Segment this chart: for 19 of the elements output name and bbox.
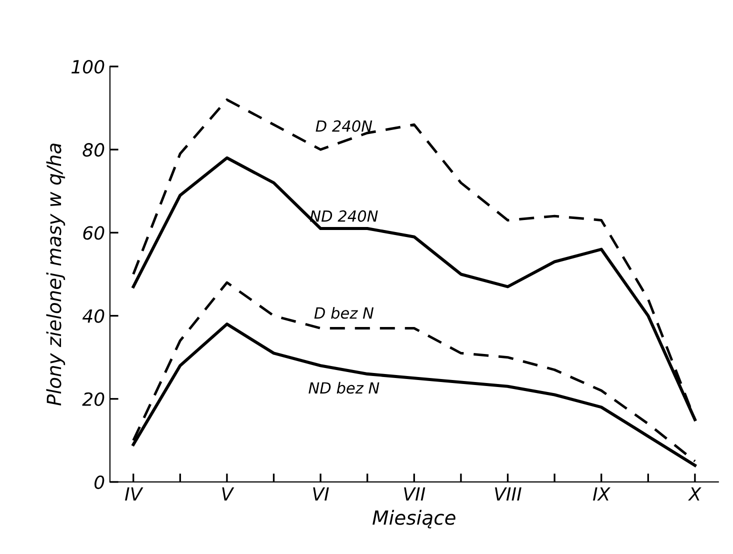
x-tick-label: IX <box>592 487 611 501</box>
x-tick-label: VI <box>313 487 329 501</box>
series-label: D 240N <box>316 120 372 132</box>
series-label: ND 240N <box>310 210 378 222</box>
y-tick-label: 20 <box>82 392 104 406</box>
y-tick-label: 40 <box>82 309 104 323</box>
y-tick-label: 80 <box>82 143 104 157</box>
y-axis-title: Plony zielonej masy w q/ha <box>46 144 66 406</box>
series-label: D bez N <box>314 306 374 319</box>
y-tick-label: 60 <box>83 226 104 240</box>
x-tick-label: IV <box>124 487 144 501</box>
y-tick-label: 100 <box>72 60 104 74</box>
x-tick-label: X <box>688 487 702 501</box>
x-tick-label: VIII <box>494 487 522 501</box>
x-axis-title: Miesiące <box>372 510 456 528</box>
series-label: ND bez N <box>308 382 380 394</box>
x-tick-label: V <box>222 487 234 501</box>
x-tick-label: VII <box>404 487 426 501</box>
y-tick-label: 0 <box>94 475 104 490</box>
